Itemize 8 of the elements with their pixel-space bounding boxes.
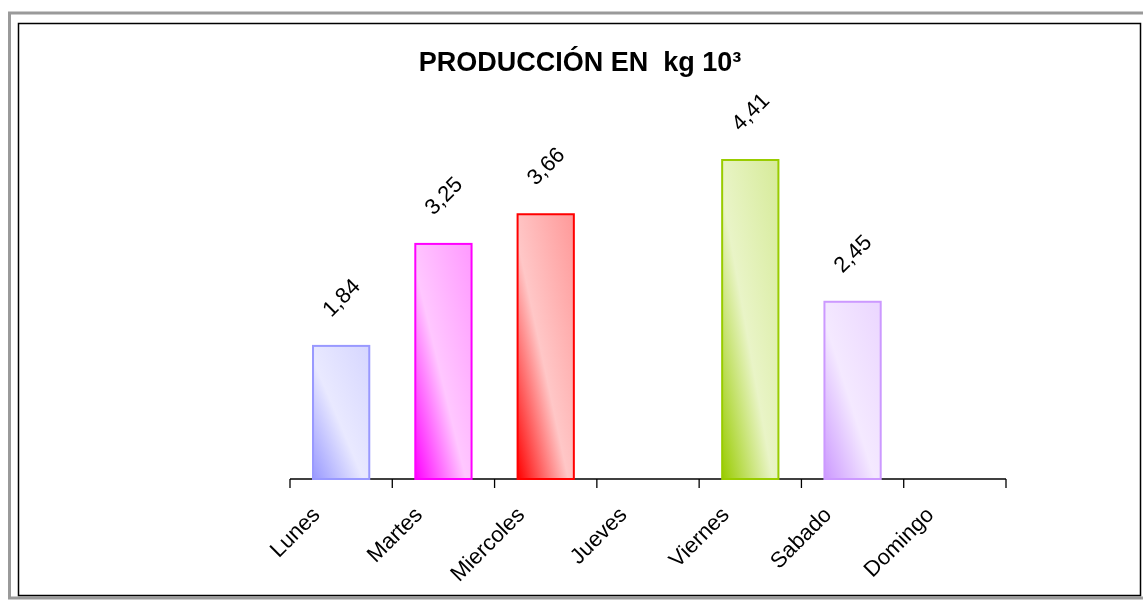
bar <box>414 242 473 480</box>
data-label: 3,66 <box>521 141 570 190</box>
data-label: 4,41 <box>726 87 775 136</box>
bar <box>516 213 575 480</box>
bar <box>721 159 780 480</box>
chart-title: PRODUCCIÓN EN kg 10³ <box>418 46 742 77</box>
bar <box>823 300 882 480</box>
bar <box>312 344 371 480</box>
